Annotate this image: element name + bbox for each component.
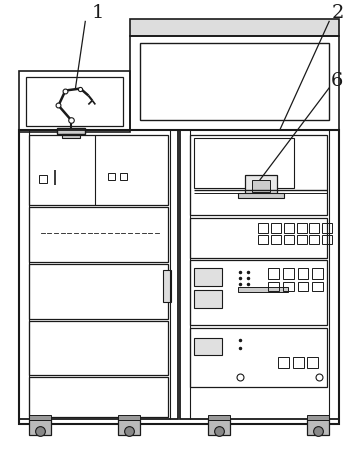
Bar	[180, 130, 339, 419]
Bar	[29, 419, 50, 435]
Bar	[238, 193, 284, 198]
Bar	[308, 357, 319, 369]
Bar	[277, 357, 289, 369]
Bar	[29, 321, 168, 375]
Bar	[208, 415, 230, 420]
Bar	[39, 175, 47, 183]
Bar	[29, 415, 50, 420]
Bar	[190, 260, 328, 325]
Bar	[62, 134, 81, 138]
Bar	[284, 223, 294, 233]
Bar	[310, 223, 319, 233]
Text: 6: 6	[331, 72, 344, 89]
Bar	[163, 270, 171, 302]
Bar	[118, 415, 140, 420]
Bar	[282, 282, 294, 291]
Bar	[245, 175, 277, 193]
Text: 1: 1	[91, 4, 103, 22]
Bar	[284, 235, 294, 244]
Bar	[58, 128, 85, 134]
Bar	[190, 135, 328, 215]
Bar	[29, 135, 168, 205]
Bar	[19, 71, 130, 133]
Bar	[296, 223, 306, 233]
Bar	[194, 268, 222, 286]
Bar	[310, 235, 319, 244]
Bar	[297, 282, 309, 291]
Bar	[194, 338, 222, 355]
Bar	[313, 268, 323, 279]
Bar	[29, 377, 168, 417]
Bar	[194, 290, 222, 308]
Bar	[19, 130, 339, 424]
Bar	[252, 180, 270, 192]
Bar	[130, 36, 339, 130]
Bar	[268, 268, 279, 279]
Bar	[120, 173, 127, 180]
Bar	[297, 268, 309, 279]
Bar	[308, 419, 329, 435]
Bar	[19, 130, 178, 419]
Bar	[313, 282, 323, 291]
Bar	[190, 218, 328, 258]
Bar	[323, 235, 332, 244]
Bar	[323, 223, 332, 233]
Bar	[258, 235, 268, 244]
Text: 2: 2	[331, 4, 344, 22]
Bar	[296, 235, 306, 244]
Bar	[190, 328, 328, 387]
Bar	[292, 357, 304, 369]
Bar	[282, 268, 294, 279]
Bar	[258, 223, 268, 233]
Bar	[118, 419, 140, 435]
Bar	[268, 282, 279, 291]
Bar	[29, 264, 168, 319]
Bar	[194, 138, 294, 188]
Bar	[26, 77, 123, 126]
Bar	[238, 287, 287, 292]
Bar	[271, 235, 281, 244]
Bar	[208, 419, 230, 435]
Bar	[108, 173, 115, 180]
Bar	[308, 415, 329, 420]
Bar	[130, 19, 339, 36]
Bar	[29, 207, 168, 262]
Bar	[140, 43, 329, 120]
Bar	[271, 223, 281, 233]
